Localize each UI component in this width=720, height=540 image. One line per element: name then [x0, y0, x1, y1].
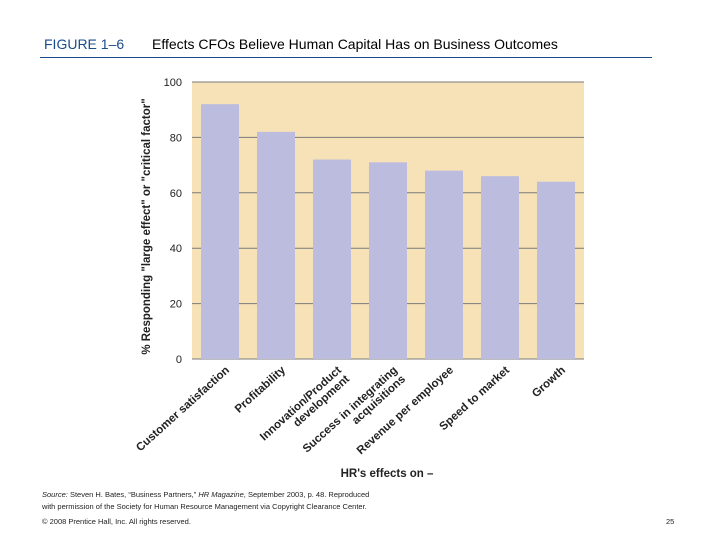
figure-title: Effects CFOs Believe Human Capital Has o…	[152, 36, 558, 52]
y-tick-label: 40	[170, 243, 182, 255]
x-tick-label: Growth	[530, 364, 568, 400]
bar	[425, 170, 463, 359]
y-tick-label: 0	[176, 354, 182, 366]
y-tick-label: 80	[170, 132, 182, 144]
x-tick-label: Profitability	[233, 364, 288, 416]
bar	[481, 176, 519, 359]
bar	[201, 104, 239, 359]
x-tick-label: Customer satisfaction	[134, 364, 232, 454]
bar	[537, 181, 575, 359]
y-tick-label: 20	[170, 299, 182, 311]
source-text-a: Steven H. Bates, “Business Partners,”	[69, 490, 199, 499]
bar	[369, 162, 407, 359]
page-number: 25	[666, 517, 675, 526]
header-rule	[40, 57, 652, 58]
y-tick-label: 60	[170, 188, 182, 200]
copyright: © 2008 Prentice Hall, Inc. All rights re…	[42, 517, 191, 526]
figure-label: FIGURE 1–6	[44, 36, 125, 52]
y-axis-label: % Responding "large effect" or "critical…	[141, 98, 153, 354]
source-magazine: HR Magazine	[198, 490, 244, 499]
bar	[257, 131, 295, 359]
bar	[313, 159, 351, 359]
figure-header: FIGURE 1–6 Effects CFOs Believe Human Ca…	[40, 36, 652, 58]
source-text-b: , September 2003, p. 48. Reproduced	[243, 490, 370, 499]
source-label: Source:	[42, 490, 68, 499]
y-tick-label: 100	[164, 77, 182, 89]
source-note: Source: Steven H. Bates, “Business Partn…	[42, 489, 602, 513]
source-line-2: with permission of the Society for Human…	[42, 502, 367, 511]
x-axis-label: HR's effects on –	[341, 468, 434, 480]
